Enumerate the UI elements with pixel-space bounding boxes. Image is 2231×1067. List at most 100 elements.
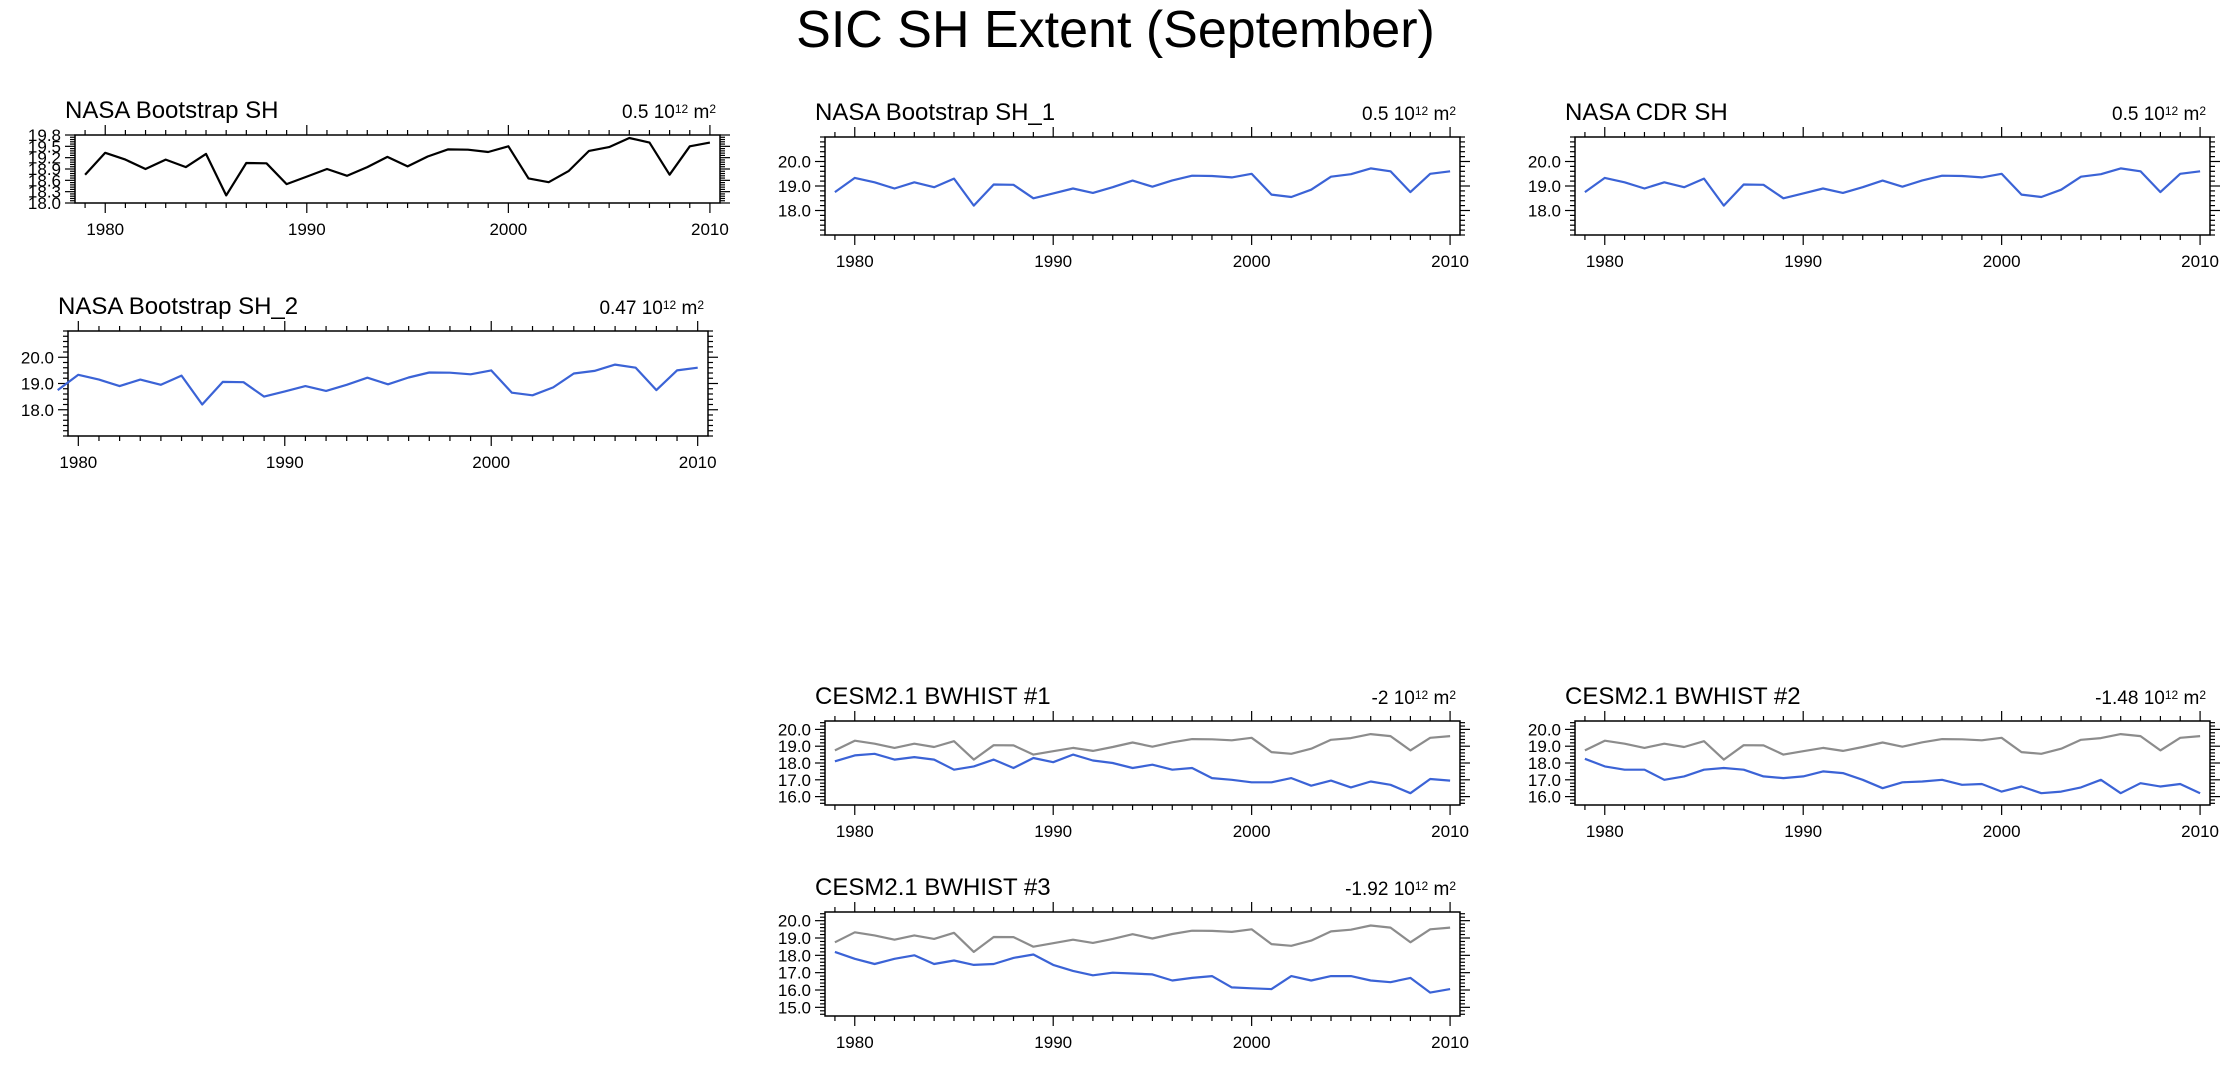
trend-base: 10 [2144, 104, 2165, 125]
trend-unit-exp: 2 [1449, 104, 1456, 118]
x-tick-label: 2000 [1233, 822, 1271, 841]
trend-base: 10 [2144, 688, 2165, 709]
x-tick-label: 2010 [691, 220, 729, 239]
x-tick-label: 1990 [1034, 1033, 1072, 1052]
y-tick-label: 16.0 [1528, 788, 1561, 807]
trend-unit-exp: 2 [1449, 879, 1456, 893]
trend-exp: 12 [1415, 104, 1429, 118]
y-tick-label: 20.0 [778, 720, 811, 739]
chart-panel-3: 1980 1990 2000 2010 18.0 19.0 20.0 NASA CDR SH 0… [1528, 99, 2220, 271]
trend-value: -2 [1372, 688, 1394, 709]
trend-unit: m [1428, 879, 1449, 900]
plot-frame [1574, 720, 2211, 806]
trend-label: -1.48 1012 m2 [2095, 688, 2206, 709]
trend-exp: 12 [675, 102, 689, 116]
plot-frame [824, 911, 1461, 1017]
plot-frame [1574, 136, 2211, 236]
series-line-2 [1584, 757, 2201, 795]
y-tick-label: 19.0 [778, 929, 811, 948]
y-tick-label: 18.0 [778, 754, 811, 773]
x-tick-label: 2000 [489, 220, 527, 239]
x-tick-label: 2000 [472, 453, 510, 472]
series-line-1 [84, 136, 711, 197]
trend-base: 10 [1394, 688, 1415, 709]
x-tick-label: 1990 [1034, 252, 1072, 271]
series-line-1 [834, 732, 1451, 761]
trend-exp: 12 [2165, 688, 2179, 702]
y-tick-label: 19.0 [21, 375, 54, 394]
trend-base: 10 [654, 102, 675, 123]
trend-unit: m [676, 298, 697, 319]
trend-value: 0.47 [599, 298, 641, 319]
trend-label: 0.5 1012 m2 [1362, 104, 1456, 125]
plot-frame [74, 134, 721, 204]
figure-title: SIC SH Extent (September) [796, 1, 1435, 59]
x-tick-label: 2000 [1983, 822, 2021, 841]
chart-panel-6: 1980 1990 2000 2010 16.017.018.019.020.0CESM… [1528, 683, 2220, 841]
trend-label: -2 1012 m2 [1372, 688, 1457, 709]
y-tick-label: 19.2 [28, 149, 61, 168]
x-tick-label: 1980 [836, 252, 874, 271]
y-tick-label: 20.0 [778, 912, 811, 931]
y-tick-label: 19.5 [28, 137, 61, 156]
trend-unit-exp: 2 [2199, 104, 2206, 118]
y-tick-label: 19.8 [28, 126, 61, 145]
panel-title: NASA Bootstrap SH_2 [58, 293, 298, 320]
y-tick-label: 17.0 [778, 964, 811, 983]
x-tick-label: 1980 [59, 453, 97, 472]
panel-title: CESM2.1 BWHIST #3 [815, 874, 1051, 901]
y-tick-label: 20.0 [1528, 720, 1561, 739]
y-tick-label: 20.0 [778, 153, 811, 172]
y-tick-label: 18.9 [28, 160, 61, 179]
series-line-1 [1584, 167, 2201, 207]
trend-unit: m [1428, 688, 1449, 709]
y-tick-label: 20.0 [1528, 153, 1561, 172]
x-tick-label: 2010 [679, 453, 717, 472]
y-tick-label: 18.0 [28, 194, 61, 213]
plot-frame [824, 136, 1461, 236]
y-tick-label: 20.0 [21, 348, 54, 367]
trend-value: 0.5 [1362, 104, 1394, 125]
trend-unit-exp: 2 [2199, 688, 2206, 702]
y-tick-label: 17.0 [1528, 771, 1561, 790]
y-tick-label: 19.0 [1528, 737, 1561, 756]
x-tick-label: 1990 [288, 220, 326, 239]
series-line-2 [834, 950, 1451, 994]
y-tick-label: 18.6 [28, 171, 61, 190]
trend-unit-exp: 2 [709, 102, 716, 116]
chart-panel-7: 1980 1990 2000 2010 15.016.017.018.019.020.0… [778, 874, 1470, 1052]
y-tick-label: 17.0 [778, 771, 811, 790]
y-tick-label: 18.0 [778, 946, 811, 965]
trend-unit: m [2178, 688, 2199, 709]
x-tick-label: 1990 [1784, 252, 1822, 271]
trend-exp: 12 [1415, 688, 1429, 702]
chart-panel-1: 1980 1990 2000 2010 18.018.318.618.919.219.5… [28, 97, 730, 239]
y-tick-label: 18.0 [1528, 754, 1561, 773]
x-tick-label: 1980 [86, 220, 124, 239]
panel-title: NASA Bootstrap SH [65, 97, 278, 124]
trend-exp: 12 [663, 298, 677, 312]
trend-label: 0.5 1012 m2 [2112, 104, 2206, 125]
y-tick-label: 16.0 [778, 788, 811, 807]
y-tick-label: 16.0 [778, 981, 811, 1000]
series-line-1 [834, 924, 1451, 954]
trend-base: 10 [642, 298, 663, 319]
trend-value: 0.5 [2112, 104, 2144, 125]
trend-label: -1.92 1012 m2 [1345, 879, 1456, 900]
trend-unit: m [1428, 104, 1449, 125]
trend-base: 10 [1394, 104, 1415, 125]
y-tick-label: 18.0 [778, 202, 811, 221]
y-tick-label: 19.0 [778, 177, 811, 196]
series-line-1 [834, 167, 1451, 207]
y-tick-label: 19.0 [1528, 177, 1561, 196]
series-line-1 [57, 363, 698, 406]
panel-title: NASA CDR SH [1565, 99, 1728, 126]
x-tick-label: 2010 [1431, 252, 1469, 271]
trend-unit-exp: 2 [697, 298, 704, 312]
chart-panel-2: 1980 1990 2000 2010 18.0 19.0 20.0 NASA Bootstr… [778, 99, 1470, 271]
x-tick-label: 1980 [1586, 822, 1624, 841]
trend-unit: m [2178, 104, 2199, 125]
x-tick-label: 2010 [2181, 822, 2219, 841]
x-tick-label: 2000 [1233, 252, 1271, 271]
